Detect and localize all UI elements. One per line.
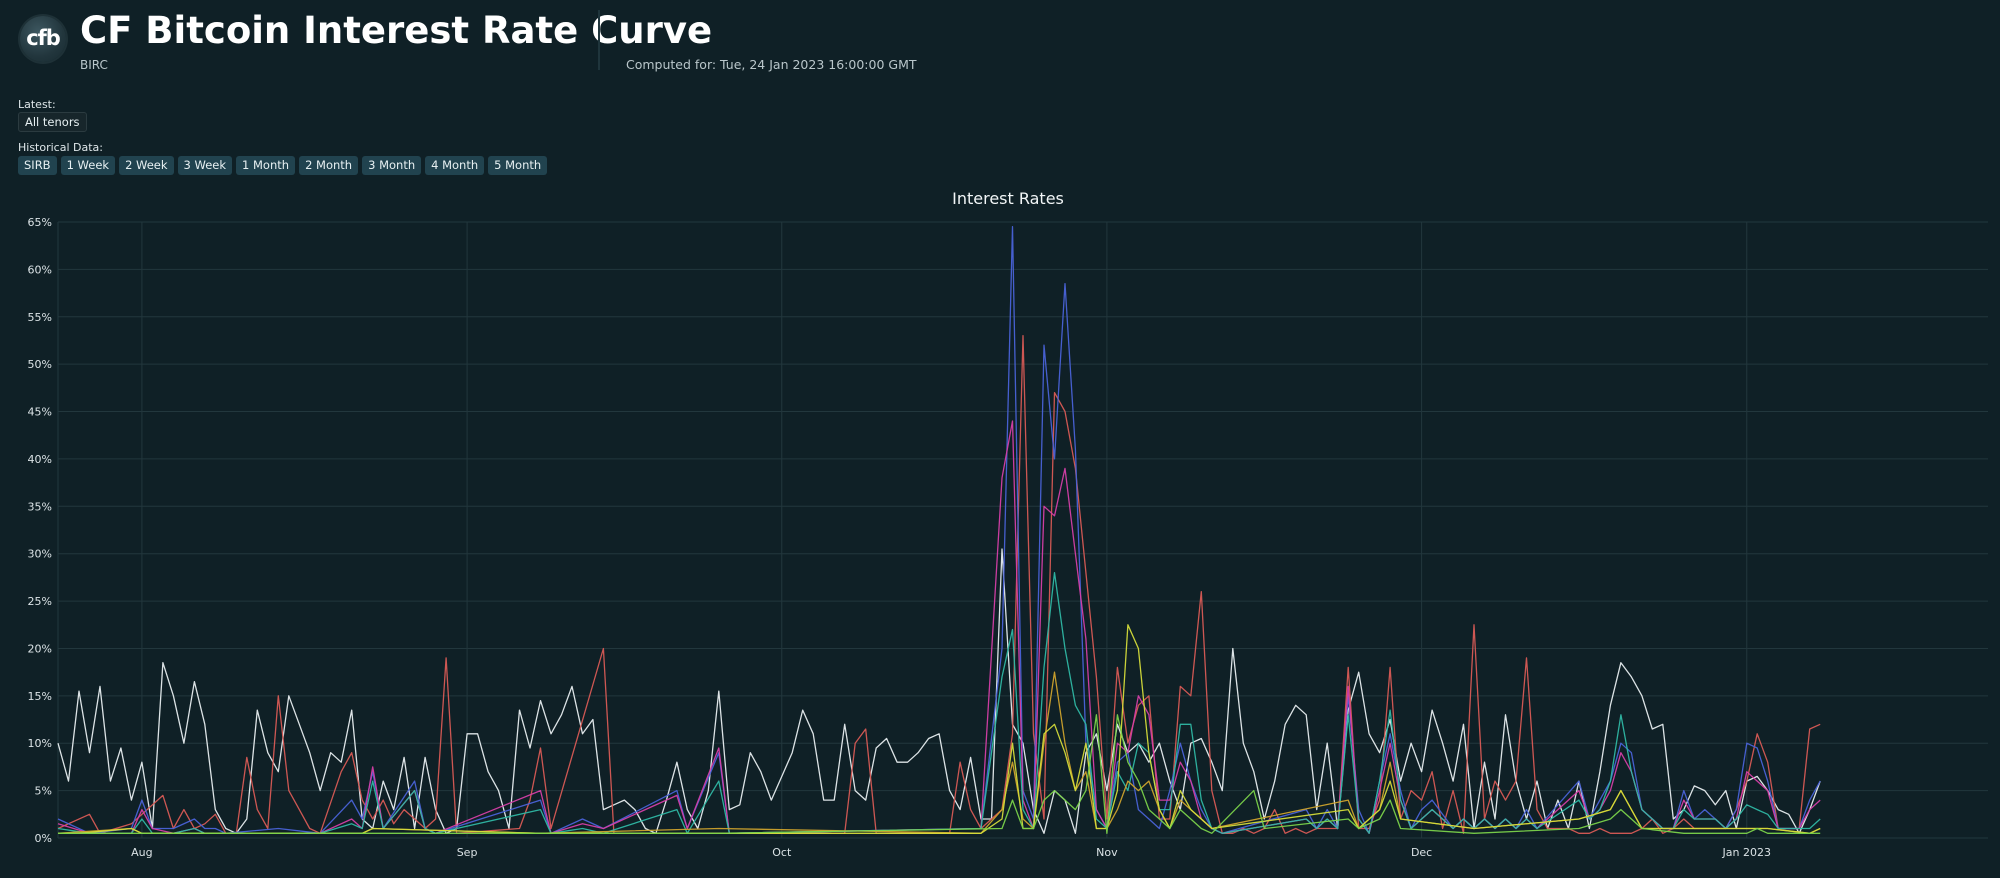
latest-buttons: All tenors bbox=[18, 112, 87, 132]
historical-data-label: Historical Data: bbox=[18, 141, 103, 154]
3-week-button[interactable]: 3 Week bbox=[177, 156, 233, 175]
5-month-button[interactable]: 5 Month bbox=[488, 156, 548, 175]
1-month-button[interactable]: 1 Month bbox=[236, 156, 296, 175]
x-tick-label: Sep bbox=[457, 846, 478, 859]
series-line-6 bbox=[57, 671, 1821, 834]
y-tick-label: 65% bbox=[28, 216, 52, 229]
chart-series bbox=[57, 226, 1821, 834]
logo[interactable]: cfb bbox=[20, 16, 66, 62]
2-month-button[interactable]: 2 Month bbox=[299, 156, 359, 175]
2-week-button[interactable]: 2 Week bbox=[119, 156, 174, 175]
x-tick-label: Aug bbox=[131, 846, 152, 859]
y-tick-label: 10% bbox=[28, 737, 52, 750]
x-axis-ticks: Aug Sep Oct Nov Dec Jan 2023 bbox=[131, 846, 1771, 859]
historical-buttons: SIRB 1 Week 2 Week 3 Week 1 Month 2 Mont… bbox=[18, 156, 548, 175]
y-tick-label: 5% bbox=[35, 785, 52, 798]
3-month-button[interactable]: 3 Month bbox=[362, 156, 422, 175]
y-axis-ticks: 0% 5% 10% 15% 20% 25% 30% 35% 40% 45% 50% 55% 60% 65% bbox=[28, 216, 52, 845]
computed-timestamp: Computed for: Tue, 24 Jan 2023 16:00:00 … bbox=[626, 57, 917, 72]
chart-grid bbox=[57, 221, 1988, 839]
y-tick-label: 50% bbox=[28, 358, 52, 371]
interest-rates-chart[interactable]: Interest Rates 0% 5% 10% 15% 20% 25% 30% 35% 40%… bbox=[0, 190, 2000, 878]
latest-label: Latest: bbox=[18, 98, 56, 111]
1-week-button[interactable]: 1 Week bbox=[60, 156, 116, 175]
y-tick-label: 60% bbox=[28, 263, 52, 276]
page-title: CF Bitcoin Interest Rate Curve bbox=[80, 9, 713, 52]
y-tick-label: 35% bbox=[28, 500, 52, 513]
x-tick-label: Dec bbox=[1411, 846, 1432, 859]
all-tenors-button[interactable]: All tenors bbox=[18, 112, 87, 132]
y-tick-label: 45% bbox=[28, 406, 52, 419]
y-tick-label: 20% bbox=[28, 642, 52, 655]
chart-title: Interest Rates bbox=[952, 190, 1064, 208]
4-month-button[interactable]: 4 Month bbox=[425, 156, 485, 175]
series-line-7 bbox=[58, 624, 1821, 834]
series-line-2 bbox=[57, 335, 1821, 834]
y-tick-label: 25% bbox=[28, 595, 52, 608]
y-tick-label: 0% bbox=[35, 832, 52, 845]
y-tick-label: 30% bbox=[28, 548, 52, 561]
header-divider bbox=[598, 10, 600, 70]
y-tick-label: 40% bbox=[28, 453, 52, 466]
series-line-8 bbox=[58, 714, 1821, 834]
y-tick-label: 55% bbox=[28, 311, 52, 324]
series-line-4 bbox=[57, 420, 1821, 834]
x-tick-label: Oct bbox=[772, 846, 792, 859]
x-tick-label: Jan 2023 bbox=[1722, 846, 1771, 859]
series-line-3 bbox=[57, 226, 1821, 834]
logo-text: cfb bbox=[26, 26, 61, 50]
y-tick-label: 15% bbox=[28, 690, 52, 703]
x-tick-label: Nov bbox=[1096, 846, 1118, 859]
series-line-5 bbox=[57, 571, 1821, 834]
page-subtitle: BIRC bbox=[80, 58, 108, 72]
sirb-button[interactable]: SIRB bbox=[18, 156, 57, 175]
